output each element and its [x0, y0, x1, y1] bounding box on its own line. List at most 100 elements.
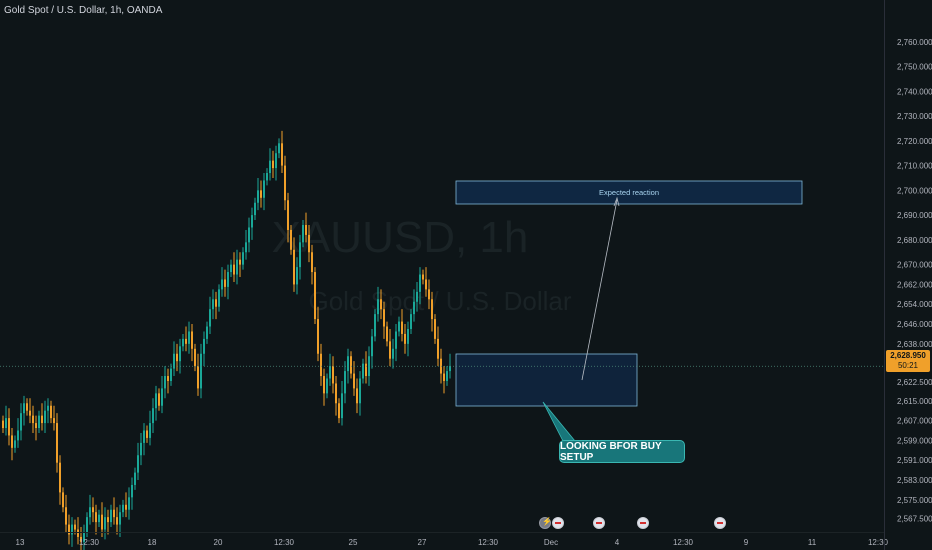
y-tick-label: 2,622.500	[897, 378, 932, 387]
candle-body	[176, 353, 178, 362]
candle	[404, 324, 406, 354]
candle-body	[83, 532, 85, 542]
us-flag-icon[interactable]	[637, 517, 649, 529]
candle	[113, 497, 115, 525]
us-flag-icon[interactable]	[552, 517, 564, 529]
candle-body	[206, 326, 208, 339]
candle	[383, 301, 385, 339]
zones[interactable]: Expected reaction	[455, 180, 803, 442]
candle	[32, 405, 34, 433]
candle-body	[365, 363, 367, 377]
symbol-title[interactable]: Gold Spot / U.S. Dollar, 1h, OANDA	[4, 5, 163, 16]
candle	[101, 502, 103, 537]
candle	[431, 291, 433, 332]
candle-body	[107, 517, 109, 523]
candle-body	[239, 259, 241, 265]
candle-body	[26, 403, 28, 411]
candle-body	[188, 331, 190, 344]
candle-body	[293, 249, 295, 285]
candle-body	[68, 524, 70, 535]
buy-zone[interactable]	[455, 353, 638, 407]
y-tick-label: 2,654.000	[897, 300, 932, 309]
candle	[392, 338, 394, 369]
candle-body	[353, 373, 355, 389]
candle-body	[38, 415, 40, 429]
x-tick-label: 20	[214, 538, 223, 547]
candle	[161, 376, 163, 414]
y-tick-label: 2,607.000	[897, 417, 932, 426]
candle	[170, 363, 172, 386]
candle-body	[125, 504, 127, 510]
candle	[68, 514, 70, 545]
candle	[332, 356, 334, 394]
us-flag-icon[interactable]	[593, 517, 605, 529]
x-tick-label: 25	[349, 538, 358, 547]
candle	[14, 435, 16, 453]
candle-body	[131, 484, 133, 498]
candle	[230, 259, 232, 277]
candle-body	[413, 301, 415, 315]
candle	[137, 442, 139, 481]
candle	[377, 286, 379, 322]
buy-setup-callout[interactable]: LOOKING BFOR BUY SETUP	[559, 440, 685, 463]
candle	[179, 338, 181, 374]
y-tick-label: 2,720.000	[897, 137, 932, 146]
candle-body	[116, 517, 118, 525]
candle-body	[443, 373, 445, 381]
projection-arrow[interactable]	[581, 199, 618, 381]
y-tick-label: 2,567.500	[897, 514, 932, 523]
candle	[398, 316, 400, 337]
candle	[251, 207, 253, 240]
candle	[56, 413, 58, 473]
candle	[269, 148, 271, 181]
candle	[416, 281, 418, 312]
candle	[92, 497, 94, 523]
candle	[203, 331, 205, 367]
candles	[2, 130, 451, 550]
candle-body	[95, 512, 97, 523]
candle	[344, 361, 346, 404]
x-tick-label: 18	[148, 538, 157, 547]
y-tick-label: 2,591.000	[897, 456, 932, 465]
us-flag-icon[interactable]	[714, 517, 726, 529]
candle	[62, 487, 64, 513]
candle-body	[23, 403, 25, 414]
time-axis[interactable]: 13 12:30 18 20 12:30 25 27 12:30 Dec 4 12:30 9 11 12:…	[16, 538, 889, 547]
candle-body	[59, 462, 61, 493]
candle	[233, 252, 235, 282]
candle	[167, 368, 169, 394]
price-axis[interactable]: 2,760.000 2,750.000 2,740.000 2,730.000 2,72…	[897, 38, 932, 524]
y-tick-label: 2,680.000	[897, 236, 932, 245]
candle	[311, 244, 313, 285]
candle	[260, 180, 262, 208]
candle	[38, 410, 40, 433]
watermark-description: Gold Spot / U.S. Dollar	[309, 286, 572, 316]
candle	[323, 368, 325, 406]
candle-body	[173, 353, 175, 369]
candle	[110, 504, 112, 528]
flash-icon[interactable]	[539, 517, 552, 529]
candle-body	[56, 423, 58, 463]
candle-body	[77, 529, 79, 537]
candle	[314, 267, 316, 325]
candle-body	[422, 274, 424, 280]
candle-body	[392, 348, 394, 359]
candle-body	[425, 279, 427, 290]
candle	[206, 321, 208, 344]
target-zone[interactable]	[455, 180, 803, 205]
x-tick-label: 13	[16, 538, 25, 547]
candle	[188, 321, 190, 354]
candle	[185, 326, 187, 352]
candle-body	[101, 514, 103, 530]
candle-body	[14, 440, 16, 448]
candle	[146, 425, 148, 443]
candle	[35, 415, 37, 441]
watermark: XAUUSD, 1h Gold Spot / U.S. Dollar	[272, 213, 572, 316]
candle-body	[401, 321, 403, 334]
candle-body	[233, 264, 235, 275]
candle	[296, 257, 298, 295]
y-tick-label: 2,690.000	[897, 211, 932, 220]
candle	[275, 145, 277, 181]
